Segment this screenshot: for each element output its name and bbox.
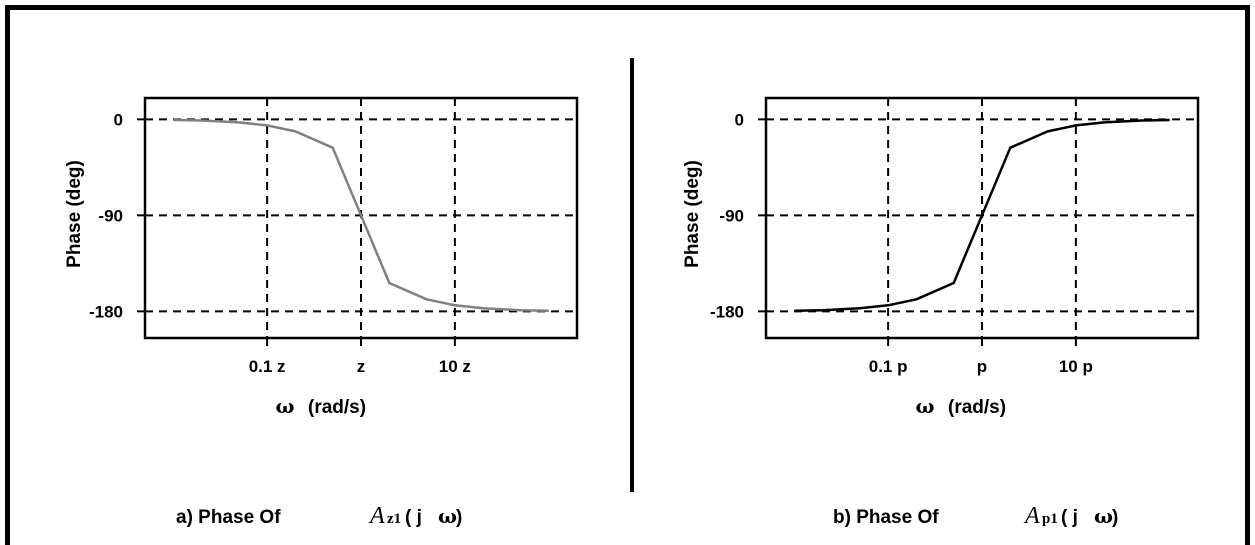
- y-tick-label: 0: [735, 110, 744, 129]
- y-axis-label-a: Phase (deg): [64, 160, 85, 268]
- x-tick-label: 0.1 z: [249, 357, 286, 376]
- panel-b: 0 -90 -180 0.1 p p 10 p Phase (deg) ω (rad/s…: [682, 98, 1198, 529]
- caption-b-prefix: b) Phase Of: [833, 507, 939, 528]
- y-tick-label: 0: [114, 110, 123, 129]
- x-tick-label: z: [357, 357, 366, 376]
- caption-a-suffix: ( j: [405, 507, 422, 528]
- caption-a-close: ): [456, 507, 462, 528]
- y-tick-label: -180: [710, 302, 744, 321]
- y-tick-label: -180: [89, 302, 123, 321]
- caption-a-subscript: z1: [387, 511, 401, 527]
- y-tick-label: -90: [719, 206, 744, 225]
- x-tick-label: 10 p: [1059, 357, 1093, 376]
- caption-b-subscript: p1: [1042, 511, 1058, 527]
- x-tick-label: p: [977, 357, 987, 376]
- x-tick-label: 0.1 p: [869, 357, 908, 376]
- caption-b-suffix: ( j: [1061, 507, 1078, 528]
- y-axis-label-b: Phase (deg): [682, 160, 703, 268]
- x-tick-labels-a: 0.1 z z 10 z: [249, 357, 471, 376]
- x-axis-omega-a: ω: [275, 394, 294, 418]
- caption-b-omega: ω: [1094, 504, 1113, 528]
- x-axis-label-b: (rad/s): [948, 397, 1006, 418]
- x-tick-label: 10 z: [439, 357, 471, 376]
- panel-a: 0 -90 -180 0.1 z z 10 z Phase (deg) ω (rad/s…: [64, 98, 577, 529]
- caption-a-prefix: a) Phase Of: [176, 507, 281, 528]
- y-tick-labels-a: 0 -90 -180: [89, 110, 123, 321]
- caption-b-close: ): [1112, 507, 1118, 528]
- x-tick-labels-b: 0.1 p p 10 p: [869, 357, 1093, 376]
- x-axis-omega-b: ω: [915, 394, 934, 418]
- caption-a-omega: ω: [438, 504, 457, 528]
- y-tick-label: -90: [98, 206, 123, 225]
- y-tick-labels-b: 0 -90 -180: [710, 110, 744, 321]
- caption-a-symbol: A: [368, 503, 385, 529]
- caption-b-symbol: A: [1023, 503, 1040, 529]
- x-axis-label-a: (rad/s): [308, 397, 366, 418]
